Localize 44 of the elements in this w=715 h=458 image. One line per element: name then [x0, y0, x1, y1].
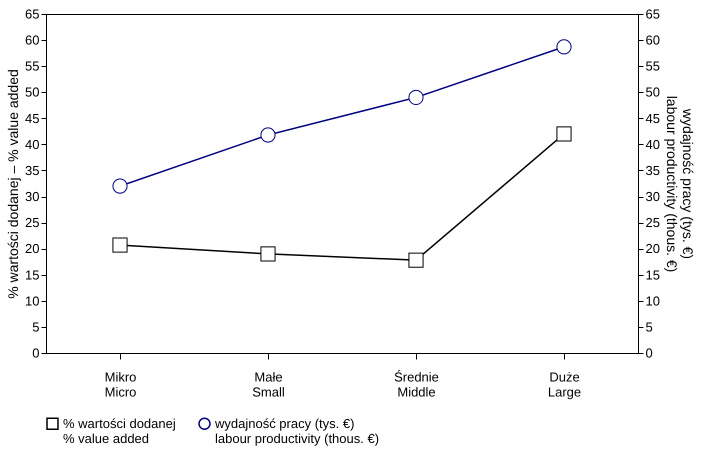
y-tick-label: 60	[25, 32, 40, 48]
y-tick-label: 55	[25, 58, 40, 74]
point	[260, 127, 276, 143]
y-tick-label: 15	[25, 267, 40, 282]
x-tick-label: Średnie Middle	[394, 370, 439, 400]
y-tick-label: 0	[32, 346, 40, 360]
point	[112, 237, 128, 253]
legend-label: wydajność pracy (tys. €) labour productivity (thous. €)	[214, 416, 380, 446]
y-tick-label: 20	[25, 241, 40, 256]
y2-tick-label: 15	[646, 267, 660, 282]
y2-tick-label: 30	[646, 189, 660, 204]
y2-tick-label: 25	[646, 215, 660, 230]
y2-axis-title: wydajność pracy (tys. €) labour productivity (thous. €)	[664, 96, 696, 272]
y-tick-label: 40	[25, 136, 40, 152]
y2-tick-label: 55	[646, 58, 660, 74]
y2-tick-label: 5	[646, 319, 653, 334]
x-tick-label: Mikro Micro	[104, 370, 136, 400]
y-tick-label: 65	[25, 6, 40, 22]
y2-tick-label: 35	[646, 162, 660, 178]
y-tick-label: 25	[25, 215, 40, 230]
point	[408, 90, 424, 106]
y-tick-label: 10	[25, 293, 40, 308]
point	[556, 39, 572, 54]
legend-label: % wartości dodanej % value added	[63, 416, 176, 446]
x-tick-label: Duże Large	[548, 370, 582, 400]
point	[556, 126, 572, 142]
y-axis-title: % wartości dodanej – % value added	[5, 69, 22, 299]
y-tick-label: 30	[25, 189, 40, 204]
y2-tick-label: 65	[646, 6, 660, 22]
y2-tick-label: 60	[646, 32, 660, 48]
y-tick-label: 35	[25, 162, 40, 178]
y-tick-label: 5	[32, 319, 40, 334]
point	[260, 246, 276, 262]
y2-tick-label: 50	[646, 84, 660, 100]
x-tick-label: Małe Small	[252, 370, 285, 400]
y2-tick-label: 20	[646, 241, 660, 256]
y-tick-label: 45	[25, 110, 40, 126]
point	[408, 252, 424, 268]
y2-tick-label: 10	[646, 293, 660, 308]
y2-tick-label: 45	[646, 110, 660, 126]
y-tick-label: 50	[25, 84, 40, 100]
y2-tick-label: 0	[646, 346, 653, 360]
point	[112, 178, 128, 194]
y2-tick-label: 40	[646, 136, 660, 152]
